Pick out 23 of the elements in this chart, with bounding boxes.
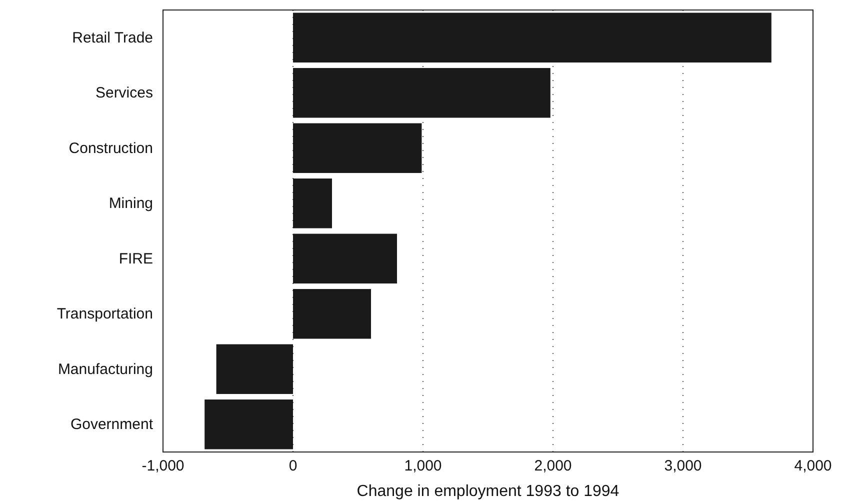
y-tick-label: Construction [68, 140, 153, 157]
x-tick-label: 0 [288, 458, 298, 475]
bar [293, 234, 397, 284]
y-tick-label: Retail Trade [72, 29, 153, 46]
y-tick-label: Transportation [56, 306, 153, 323]
x-tick-label: 1,000 [404, 458, 442, 475]
y-tick-label: Government [70, 416, 154, 434]
x-tick-label: 2,000 [534, 458, 572, 475]
y-tick-label: FIRE [118, 250, 153, 268]
x-tick-label: -1,000 [142, 458, 184, 475]
bar [216, 344, 293, 394]
bar [293, 123, 422, 173]
bar [204, 400, 293, 450]
bar [293, 12, 772, 62]
y-tick-label: Manufacturing [58, 360, 153, 378]
bar [293, 289, 371, 339]
x-axis-title: Change in employment 1993 to 1994 [356, 483, 620, 500]
y-tick-label: Mining [108, 195, 153, 212]
x-tick-label: 4,000 [794, 458, 832, 475]
bar [293, 178, 332, 228]
x-tick-label: 3,000 [664, 458, 702, 475]
y-tick-label: Services [95, 84, 153, 102]
bar [293, 68, 550, 118]
